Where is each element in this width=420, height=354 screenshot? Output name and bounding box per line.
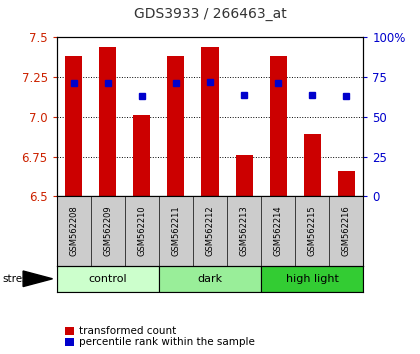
Bar <box>202 47 218 196</box>
Text: GSM562215: GSM562215 <box>308 206 317 256</box>
Bar <box>270 56 287 196</box>
Text: GSM562208: GSM562208 <box>69 206 78 256</box>
Bar <box>65 56 82 196</box>
Text: GSM562213: GSM562213 <box>239 206 249 256</box>
Bar <box>134 115 150 196</box>
Text: high light: high light <box>286 274 339 284</box>
Text: transformed count: transformed count <box>79 326 176 336</box>
Text: GDS3933 / 266463_at: GDS3933 / 266463_at <box>134 7 286 21</box>
Bar <box>338 171 355 196</box>
Text: GSM562211: GSM562211 <box>171 206 181 256</box>
Bar <box>261 266 363 292</box>
Text: GSM562212: GSM562212 <box>205 206 215 256</box>
Text: dark: dark <box>197 274 223 284</box>
Text: GSM562216: GSM562216 <box>342 206 351 256</box>
Text: GSM562214: GSM562214 <box>274 206 283 256</box>
Text: percentile rank within the sample: percentile rank within the sample <box>79 337 255 347</box>
Bar <box>57 266 159 292</box>
Bar <box>99 47 116 196</box>
Text: GSM562209: GSM562209 <box>103 206 112 256</box>
Text: control: control <box>89 274 127 284</box>
Bar <box>168 56 184 196</box>
Bar <box>304 135 321 196</box>
Text: GSM562210: GSM562210 <box>137 206 146 256</box>
Bar <box>236 155 252 196</box>
Bar <box>159 266 261 292</box>
Text: stress: stress <box>2 274 33 284</box>
